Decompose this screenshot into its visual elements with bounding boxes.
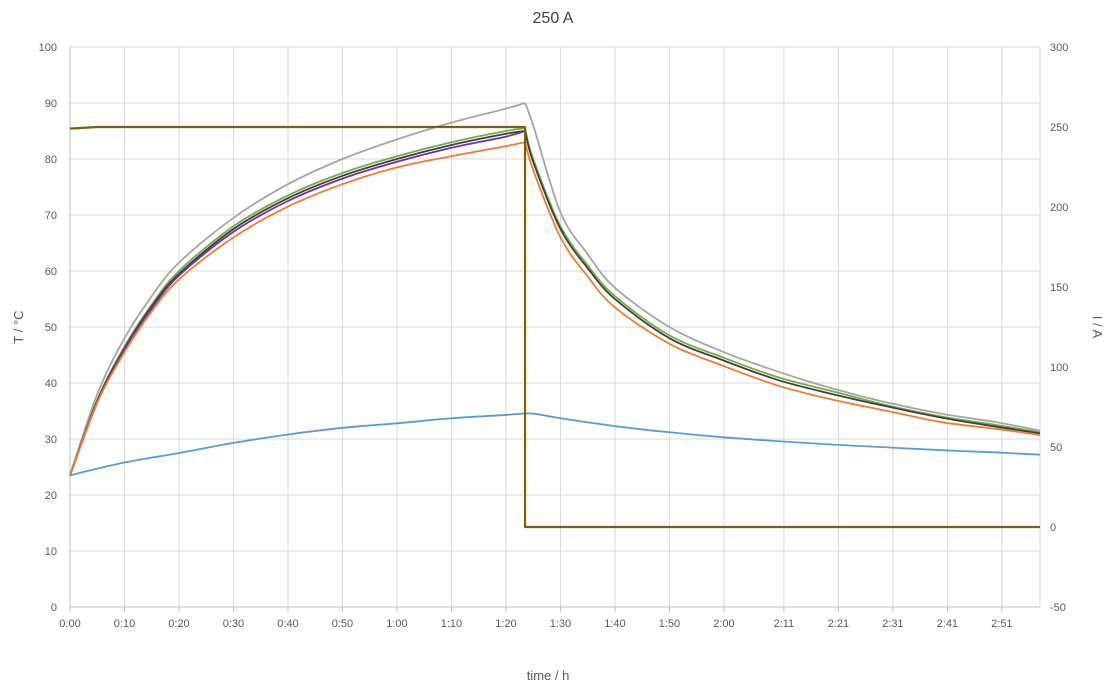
y-left-tick-label: 40 <box>45 378 57 390</box>
series-lines <box>69 102 1041 529</box>
series-line-4 <box>69 130 526 476</box>
y-right-tick-label: 250 <box>1050 122 1068 134</box>
series-line-1 <box>69 102 1041 476</box>
y-left-tick-label: 10 <box>45 546 57 558</box>
x-tick-label: 2:31 <box>882 618 903 630</box>
y-right-tick-label: 200 <box>1050 202 1068 214</box>
x-axis-title: time / h <box>527 668 570 683</box>
x-tick-label: 2:11 <box>774 618 795 630</box>
x-tick-label: 0:20 <box>168 618 189 630</box>
grid <box>69 46 1040 608</box>
series-line-2 <box>69 127 1041 476</box>
y-right-tick-label: 150 <box>1050 282 1068 294</box>
y-right-tick-label: -50 <box>1050 602 1066 614</box>
x-tick-label: 1:40 <box>604 618 625 630</box>
series-line-5 <box>69 141 1041 476</box>
x-tick-label: 2:41 <box>937 618 958 630</box>
y-left-tick-label: 20 <box>45 490 57 502</box>
x-tick-label: 1:30 <box>550 618 571 630</box>
series-line-6 <box>69 412 1041 477</box>
axes <box>69 47 1041 612</box>
x-tick-label: 0:00 <box>59 618 80 630</box>
series-line-3 <box>69 130 1041 476</box>
chart-title: 250 A <box>533 10 574 27</box>
series-line-7 <box>69 125 1040 529</box>
x-tick-label: 2:00 <box>713 618 734 630</box>
y-left-tick-label: 100 <box>39 42 57 54</box>
x-tick-label: 1:00 <box>386 618 407 630</box>
y-left-tick-label: 30 <box>45 434 57 446</box>
y-left-tick-label: 0 <box>51 602 57 614</box>
y-left-tick-label: 90 <box>45 98 57 110</box>
y-left-tick-label: 80 <box>45 154 57 166</box>
y-right-tick-label: 0 <box>1050 522 1056 534</box>
x-tick-label: 0:40 <box>277 618 298 630</box>
x-tick-label: 1:50 <box>659 618 680 630</box>
x-tick-label: 2:21 <box>828 618 849 630</box>
x-tick-label: 2:51 <box>991 618 1012 630</box>
y-right-tick-label: 100 <box>1050 362 1068 374</box>
x-tick-label: 0:50 <box>332 618 353 630</box>
y-left-tick-label: 70 <box>45 210 57 222</box>
tick-labels: 0 10 20 30 40 50 60 70 80 90 100 -50 0 50 100 150 200 250… <box>39 42 1069 630</box>
y-right-tick-label: 50 <box>1050 442 1062 454</box>
x-tick-label: 0:30 <box>223 618 244 630</box>
y-left-tick-label: 60 <box>45 266 57 278</box>
y-right-tick-label: 300 <box>1050 42 1068 54</box>
x-tick-label: 0:10 <box>114 618 135 630</box>
left-y-axis-title: T / °C <box>11 310 26 343</box>
y-left-tick-label: 50 <box>45 322 57 334</box>
x-tick-label: 1:20 <box>495 618 516 630</box>
x-tick-label: 1:10 <box>441 618 462 630</box>
right-y-axis-title: I / A <box>1090 316 1105 339</box>
